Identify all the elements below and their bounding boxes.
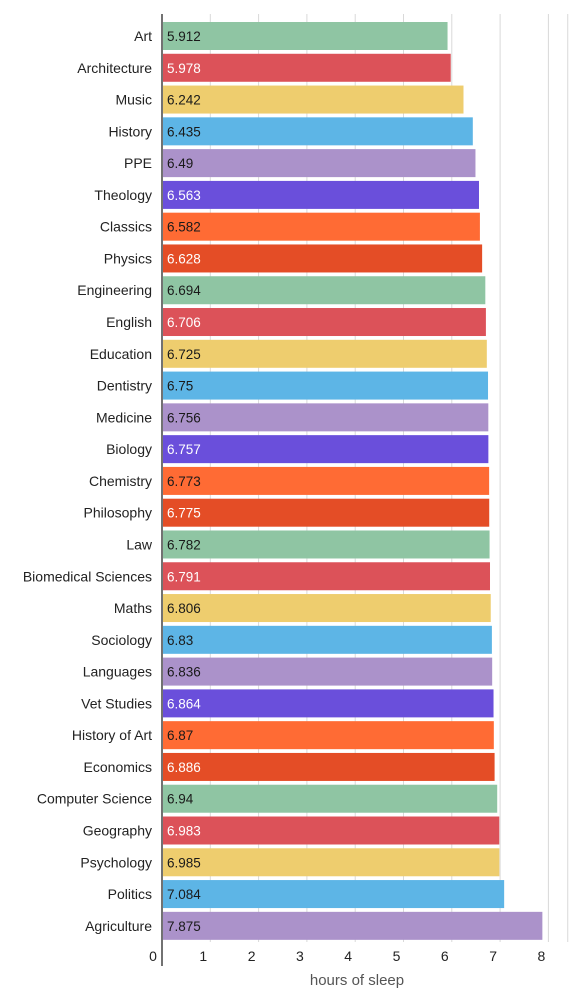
category-label: Geography [83, 823, 152, 839]
x-tick-label: 2 [248, 948, 256, 964]
value-label: 6.757 [167, 442, 201, 457]
category-label: Maths [114, 600, 152, 616]
bar-ppe [163, 149, 476, 178]
bar-dentistry [163, 371, 489, 400]
bar-classics [163, 212, 480, 241]
category-label: Biology [106, 441, 152, 457]
category-label: Classics [100, 219, 152, 235]
value-label: 7.084 [167, 887, 201, 902]
category-label: Chemistry [89, 473, 152, 489]
value-label: 6.836 [167, 665, 201, 680]
category-label: Computer Science [37, 791, 152, 807]
bar-engineering [163, 276, 486, 305]
x-tick-label: 1 [199, 948, 207, 964]
bar-medicine [163, 403, 489, 432]
category-label: Philosophy [84, 505, 153, 521]
bar-geography [163, 816, 500, 845]
bar-english [163, 308, 486, 337]
bar-vet-studies [163, 689, 494, 718]
bar-music [163, 85, 464, 114]
category-label: Vet Studies [81, 695, 152, 711]
bar-sociology [163, 625, 492, 654]
category-label: Education [90, 346, 152, 362]
value-label: 6.756 [167, 410, 201, 425]
bar-biomedical-sciences [163, 562, 491, 591]
value-label: 7.875 [167, 919, 201, 934]
value-label: 6.706 [167, 315, 201, 330]
value-label: 6.782 [167, 537, 201, 552]
category-label: Physics [104, 250, 152, 266]
value-label: 6.775 [167, 506, 201, 521]
value-label: 6.983 [167, 824, 201, 839]
bar-computer-science [163, 784, 498, 813]
bar-theology [163, 180, 479, 209]
value-label: 6.791 [167, 569, 201, 584]
category-label: History of Art [72, 727, 152, 743]
bar-law [163, 530, 490, 559]
value-label: 6.435 [167, 124, 201, 139]
value-label: 6.773 [167, 474, 201, 489]
value-label: 6.83 [167, 633, 193, 648]
category-label: Engineering [77, 282, 152, 298]
value-label: 6.694 [167, 283, 201, 298]
category-label: Medicine [96, 409, 152, 425]
bar-chemistry [163, 466, 490, 495]
value-label: 6.49 [167, 156, 193, 171]
category-label: Languages [83, 664, 152, 680]
bar-philosophy [163, 498, 490, 527]
value-label: 6.87 [167, 728, 193, 743]
category-label: History [108, 123, 152, 139]
x-tick-label: 3 [296, 948, 304, 964]
bar-biology [163, 435, 489, 464]
value-label: 6.582 [167, 220, 201, 235]
category-label: Dentistry [97, 378, 152, 394]
x-tick-label: 0 [149, 948, 157, 964]
bar-education [163, 339, 487, 368]
category-label: Agriculture [85, 918, 152, 934]
value-label: 6.94 [167, 792, 194, 807]
category-label: Art [134, 28, 152, 44]
value-label: 6.75 [167, 379, 193, 394]
category-label: Politics [108, 886, 152, 902]
x-tick-label: 5 [393, 948, 401, 964]
value-label: 5.978 [167, 61, 201, 76]
category-label: Law [126, 536, 153, 552]
value-label: 6.725 [167, 347, 201, 362]
bar-architecture [163, 53, 451, 82]
category-label: Music [115, 92, 152, 108]
x-tick-label: 6 [441, 948, 449, 964]
value-label: 6.563 [167, 188, 201, 203]
bar-languages [163, 657, 493, 686]
x-tick-label: 7 [489, 948, 497, 964]
bar-history [163, 117, 473, 146]
category-label: Psychology [80, 854, 152, 870]
category-label: PPE [124, 155, 152, 171]
bar-politics [163, 880, 505, 909]
bar-history-of-art [163, 721, 494, 750]
bar-economics [163, 752, 495, 781]
value-label: 6.628 [167, 251, 201, 266]
value-label: 6.985 [167, 855, 201, 870]
value-label: 6.886 [167, 760, 201, 775]
x-tick-label: 8 [538, 948, 546, 964]
bar-agriculture [163, 911, 543, 940]
value-label: 6.864 [167, 696, 201, 711]
x-axis-title: hours of sleep [310, 972, 404, 989]
bar-maths [163, 594, 491, 623]
value-label: 6.242 [167, 93, 201, 108]
category-label: English [106, 314, 152, 330]
bar-art [163, 22, 448, 50]
value-label: 5.912 [167, 29, 201, 44]
category-label: Economics [84, 759, 152, 775]
category-label: Theology [94, 187, 152, 203]
bar-physics [163, 244, 483, 273]
category-label: Architecture [77, 60, 152, 76]
x-tick-label: 4 [344, 948, 352, 964]
value-label: 6.806 [167, 601, 201, 616]
category-label: Sociology [91, 632, 152, 648]
bar-psychology [163, 848, 500, 877]
category-label: Biomedical Sciences [23, 568, 152, 584]
